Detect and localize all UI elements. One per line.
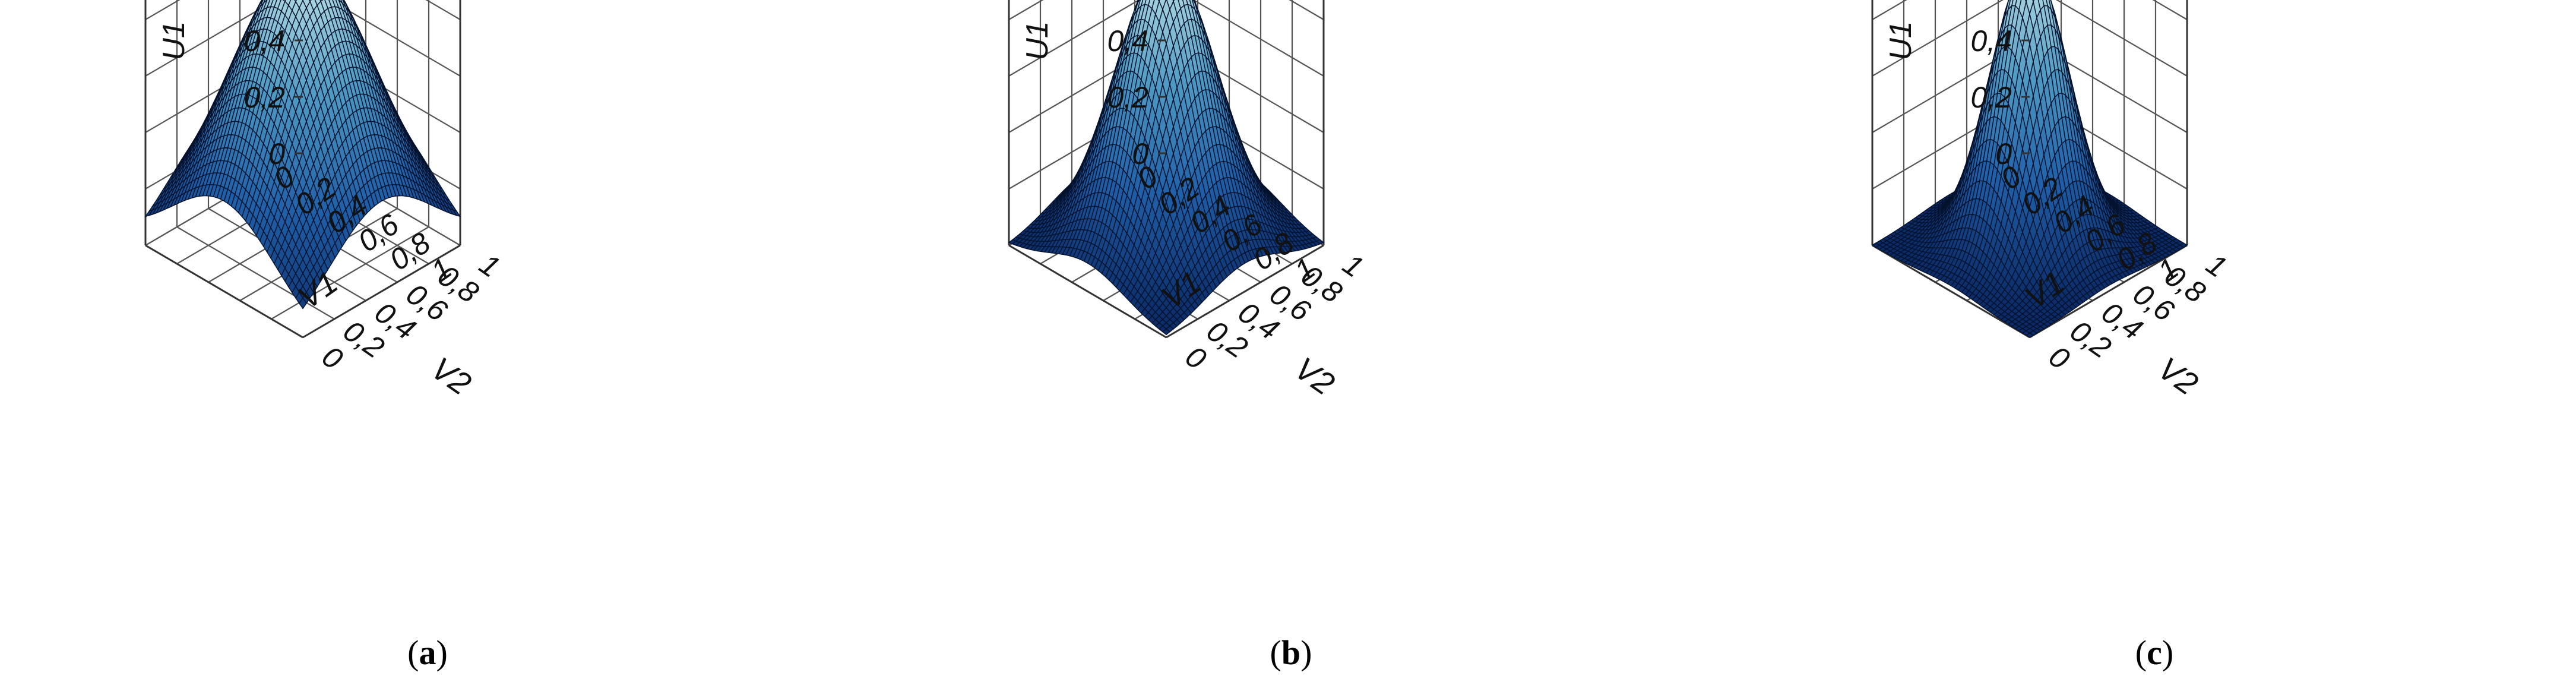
z-tick-label: 0,2 [243,81,285,114]
z-tick-label: 0 [268,137,285,170]
surface-mesh [1008,0,1325,336]
gridline [425,0,461,20]
surface-panel-b: 00,20,40,60,8100,20,40,60,8100,20,40,60,… [1008,0,1369,672]
z-axis-label: U1 [157,21,191,60]
surface-panel-a: 00,20,40,60,8100,20,40,60,8100,20,40,60,… [144,0,506,672]
surface-mesh [144,0,461,310]
gridline [1192,0,1324,77]
surface-cell [299,297,307,310]
gridline [145,0,277,77]
surface-panel-c: 00,20,40,60,8100,20,40,60,8100,20,40,60,… [1871,0,2233,672]
gridline [145,0,181,20]
z-tick-label: 0,6 [243,0,285,1]
gridline [1008,0,1141,77]
z-tick-label: 0,6 [1107,0,1148,1]
z-tick-label: 0,4 [243,24,285,58]
z-axis-label: U1 [1020,21,1055,60]
z-tick-label: 0,4 [1107,24,1148,58]
axis-frame [1166,244,1324,339]
gridline [271,226,429,320]
gridline [1008,0,1044,20]
tick-labels: 00,20,40,60,8100,20,40,60,8100,20,40,60,… [243,0,506,376]
axis-frame [145,244,303,339]
gridline [328,0,461,77]
v2-axis-label: V2 [425,351,477,402]
panel-caption: (b) [1270,633,1312,672]
z-tick-label: 0,2 [1107,81,1148,114]
v2-axis-label: V2 [1288,351,1341,402]
gridline [176,226,335,320]
gridline [1289,0,1324,20]
axis-frame [302,244,461,339]
panel-caption: (a) [407,633,448,672]
axis-frame [1008,244,1167,339]
